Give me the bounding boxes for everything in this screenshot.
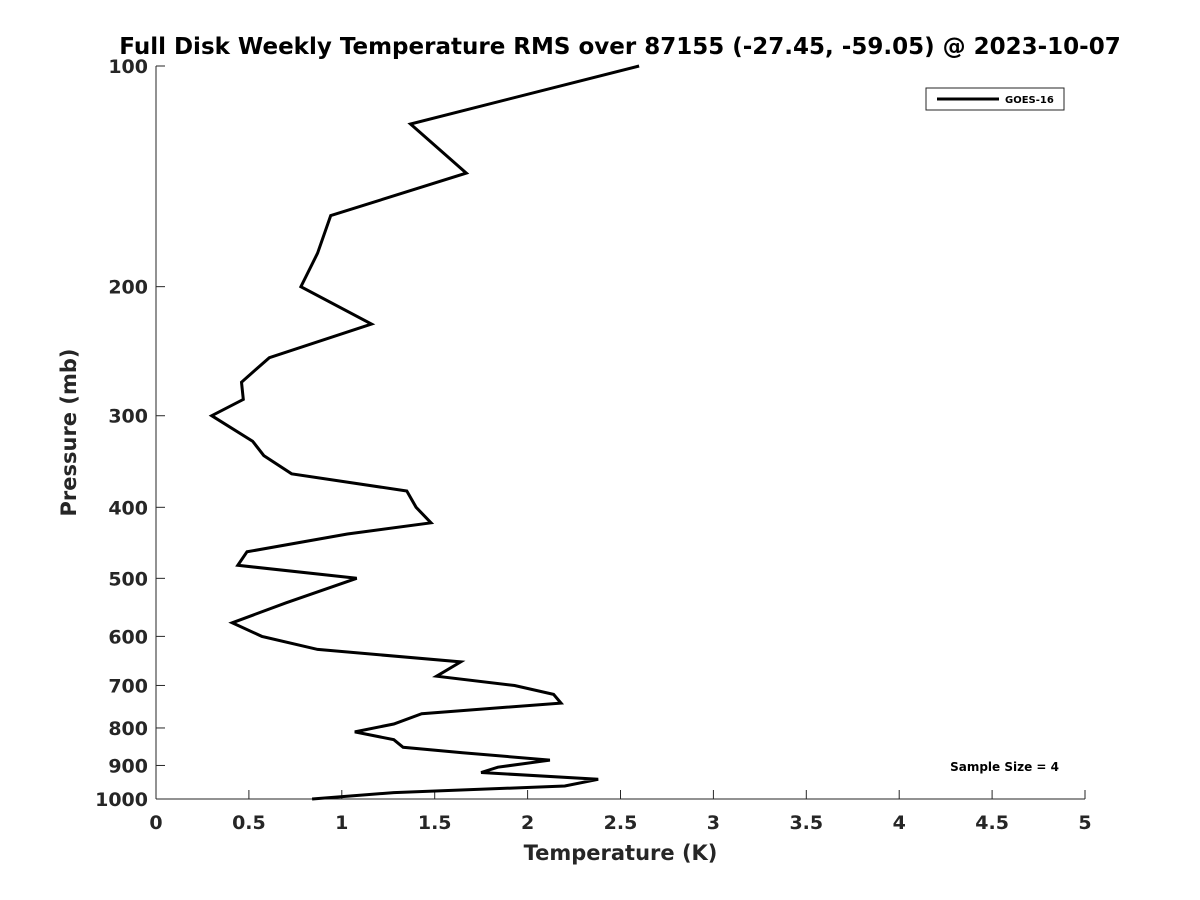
y-tick-label: 900 <box>108 755 148 777</box>
x-tick-label: 1.5 <box>418 812 452 834</box>
data-point <box>560 702 563 705</box>
data-point <box>392 738 395 741</box>
data-point <box>285 601 288 604</box>
data-point <box>459 660 462 663</box>
data-point <box>597 778 600 781</box>
data-point <box>392 791 395 794</box>
data-point <box>246 550 249 553</box>
data-point <box>420 712 423 715</box>
x-tick-label: 0 <box>149 812 162 834</box>
x-axis-label: Temperature (K) <box>524 841 718 865</box>
data-point <box>465 172 468 175</box>
y-tick-label: 1000 <box>95 789 148 811</box>
data-point <box>299 285 302 288</box>
data-point <box>242 398 245 401</box>
y-axis-label: Pressure (mb) <box>57 349 81 517</box>
data-point <box>355 577 358 580</box>
data-point <box>392 722 395 725</box>
y-axis-ticks: 100 200 300 400 500 600 700 800 900 1000 <box>95 56 165 811</box>
data-point <box>316 252 319 255</box>
data-point <box>260 635 263 638</box>
legend-label-goes-16: GOES-16 <box>1005 95 1054 106</box>
data-point <box>435 675 438 678</box>
data-point <box>210 414 213 417</box>
data-point <box>231 621 234 624</box>
y-tick-label: 200 <box>108 277 148 299</box>
y-tick-label: 400 <box>108 497 148 519</box>
data-point <box>346 533 349 536</box>
data-point <box>548 759 551 762</box>
data-point <box>329 214 332 217</box>
legend: GOES-16 <box>925 87 1065 111</box>
x-tick-label: 3.5 <box>789 812 823 834</box>
data-point <box>563 785 566 788</box>
data-point <box>268 356 271 359</box>
y-tick-label: 100 <box>108 56 148 78</box>
x-tick-label: 2 <box>521 812 534 834</box>
data-point <box>262 454 265 457</box>
x-tick-label: 1 <box>335 812 348 834</box>
data-point <box>480 771 483 774</box>
data-point <box>405 489 408 492</box>
x-axis-ticks: 0 0.5 1 1.5 2 2.5 3 3.5 4 4.5 5 <box>149 790 1092 834</box>
data-point <box>240 381 243 384</box>
data-point <box>353 730 356 733</box>
data-point <box>236 564 239 567</box>
y-tick-label: 500 <box>108 568 148 590</box>
x-tick-label: 5 <box>1078 812 1091 834</box>
data-point <box>461 751 464 754</box>
data-point <box>402 746 405 749</box>
x-tick-label: 2.5 <box>604 812 638 834</box>
data-point <box>415 506 418 509</box>
x-tick-label: 3 <box>707 812 720 834</box>
data-point <box>513 684 516 687</box>
chart-title: Full Disk Weekly Temperature RMS over 87… <box>119 34 1121 60</box>
y-tick-label: 800 <box>108 718 148 740</box>
y-tick-label: 600 <box>108 626 148 648</box>
plot-area <box>156 66 1085 799</box>
data-point <box>552 693 555 696</box>
data-point <box>496 766 499 769</box>
data-point <box>316 648 319 651</box>
data-point <box>409 123 412 126</box>
x-tick-label: 0.5 <box>232 812 266 834</box>
series-line-goes-16 <box>208 64 640 801</box>
data-point <box>429 521 432 524</box>
x-tick-label: 4.5 <box>975 812 1009 834</box>
data-point <box>290 472 293 475</box>
y-tick-label: 700 <box>108 675 148 697</box>
y-tick-label: 300 <box>108 406 148 428</box>
data-point <box>311 798 314 801</box>
sample-size-annotation: Sample Size = 4 <box>950 760 1059 774</box>
series-layer <box>208 64 641 801</box>
data-point <box>370 323 373 326</box>
data-point <box>251 440 254 443</box>
x-tick-label: 4 <box>893 812 906 834</box>
data-point <box>638 65 641 68</box>
